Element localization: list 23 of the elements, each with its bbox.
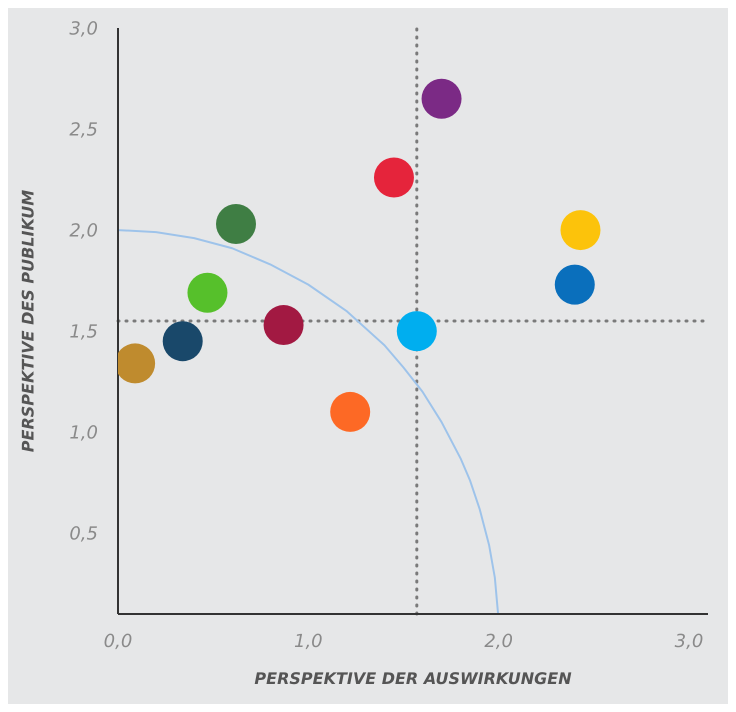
y-tick-label: 0,5 [69,524,98,545]
point [187,272,228,313]
point [264,305,304,346]
point [216,204,256,244]
y-tick-label: 2,5 [69,119,98,140]
x-tick-label: 1,0 [294,630,323,652]
y-tick-label: 3,0 [69,18,98,40]
point [330,392,370,432]
point [162,321,203,362]
point [422,78,462,119]
y-tick-label: 1,5 [69,321,98,342]
x-axis-title: PERSPEKTIVE DER AUSWIRKUNGEN [254,669,572,688]
y-tick-label: 1,0 [69,422,98,444]
point [374,158,414,198]
x-tick-label: 2,0 [484,630,513,652]
y-axis-title: PERSPEKTIVE DES PUBLIKUM [18,190,38,452]
x-tick-label: 0,0 [104,630,132,652]
x-tick-label: 3,0 [674,630,704,652]
line-series [118,229,500,614]
point [554,264,595,305]
point [396,311,437,352]
point [560,210,600,250]
y-tick-label: 2,0 [69,220,98,242]
